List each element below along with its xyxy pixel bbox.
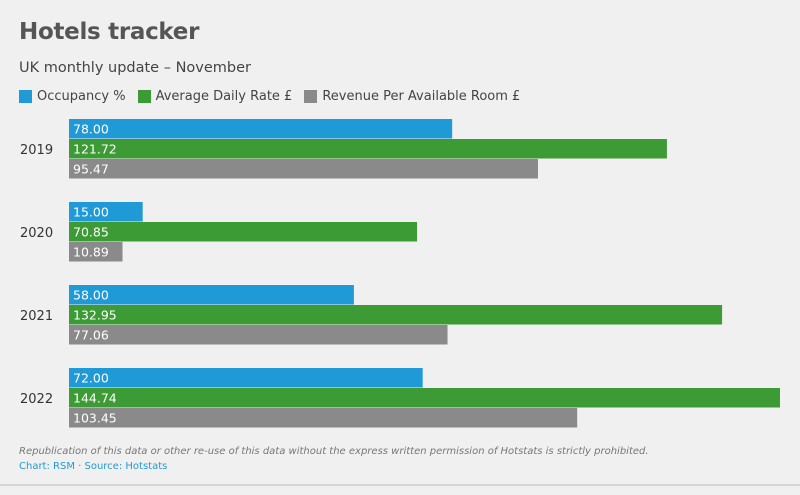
category-label-2022: 2022	[20, 392, 53, 407]
legend-item-adr: Average Daily Rate £	[137, 89, 293, 104]
bar-chart: 2019 78.00 121.72 95.47 2020 15.00 70.85 10.89 2…	[20, 119, 780, 428]
chart-title: Hotels tracker	[19, 19, 200, 45]
legend-item-revpar: Revenue Per Available Room £	[304, 89, 520, 104]
data-label-occupancy-2019: 78.00	[73, 121, 109, 136]
bar-occupancy-2020	[69, 202, 143, 222]
legend-swatch-occupancy	[19, 90, 32, 103]
bar-revpar-2019	[69, 159, 538, 179]
data-label-occupancy-2022: 72.00	[73, 370, 109, 385]
category-label-2019: 2019	[20, 143, 53, 158]
bar-occupancy-2022	[69, 368, 423, 388]
data-label-revpar-2021: 77.06	[73, 327, 109, 342]
legend-swatch-revpar	[304, 90, 318, 103]
category-label-2020: 2020	[20, 226, 53, 241]
bottom-divider	[0, 484, 800, 486]
bar-adr-2020	[69, 222, 418, 242]
data-label-occupancy-2020: 15.00	[73, 204, 109, 219]
bar-revpar-2021	[69, 325, 448, 345]
legend-item-occupancy: Occupancy %	[19, 89, 126, 104]
bar-revpar-2020	[69, 242, 123, 262]
data-label-adr-2020: 70.85	[73, 224, 109, 239]
bar-occupancy-2021	[69, 285, 354, 305]
bar-adr-2022	[69, 388, 780, 408]
legend-label-revpar: Revenue Per Available Room £	[322, 89, 521, 104]
legend: Occupancy % Average Daily Rate £ Revenue…	[19, 89, 520, 104]
data-label-adr-2019: 121.72	[73, 141, 117, 156]
category-label-2021: 2021	[20, 309, 53, 324]
data-label-revpar-2019: 95.47	[73, 161, 109, 176]
legend-label-occupancy: Occupancy %	[37, 89, 126, 104]
data-label-revpar-2020: 10.89	[73, 244, 109, 259]
data-label-revpar-2022: 103.45	[73, 410, 117, 425]
bar-adr-2021	[69, 305, 723, 325]
bar-revpar-2022	[69, 408, 578, 428]
footer-note: Republication of this data or other re-u…	[19, 446, 649, 457]
footer-source: Chart: RSM · Source: Hotstats	[19, 461, 168, 472]
legend-label-adr: Average Daily Rate £	[155, 89, 293, 104]
data-label-occupancy-2021: 58.00	[73, 287, 109, 302]
data-label-adr-2022: 144.74	[73, 390, 117, 405]
data-label-adr-2021: 132.95	[73, 307, 117, 322]
bar-adr-2019	[69, 139, 667, 159]
legend-swatch-adr	[137, 90, 151, 103]
bar-occupancy-2019	[69, 119, 453, 139]
chart-subtitle: UK monthly update – November	[19, 60, 251, 76]
